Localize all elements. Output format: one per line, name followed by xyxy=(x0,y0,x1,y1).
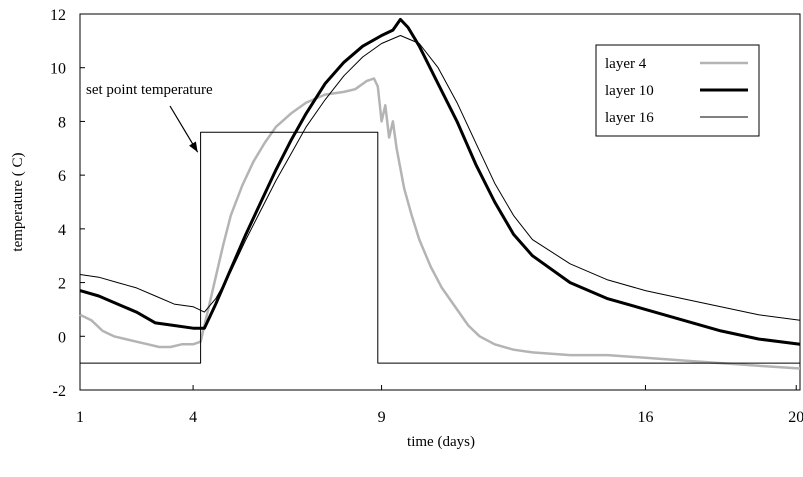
x-tick-label: 1 xyxy=(76,409,84,426)
y-tick-label: 8 xyxy=(58,114,66,131)
x-tick-label: 20 xyxy=(788,409,803,426)
plot-border xyxy=(79,13,801,391)
y-tick-label: 6 xyxy=(58,168,66,185)
x-tick-label: 16 xyxy=(637,409,653,426)
y-tick-label: 2 xyxy=(58,276,66,293)
legend: layer 4 layer 10 layer 16 xyxy=(595,44,760,137)
x-tick-label: 9 xyxy=(378,409,386,426)
y-tick-label: 4 xyxy=(58,222,66,239)
y-tick-label: 10 xyxy=(50,61,66,78)
set-point-annotation: set point temperature xyxy=(86,82,213,153)
series-line-layer-16 xyxy=(79,35,801,321)
legend-label: layer 16 xyxy=(605,110,654,126)
series-line-layer-10 xyxy=(79,17,801,346)
series-lines xyxy=(79,17,801,370)
y-tick-label: 12 xyxy=(50,7,66,24)
series-line-set-point xyxy=(80,131,800,364)
x-axis-label: time (days) xyxy=(407,434,475,450)
legend-label: layer 10 xyxy=(605,83,654,99)
y-tick-label: 0 xyxy=(58,329,66,346)
y-axis-label: temperature ( C) xyxy=(10,152,26,251)
plot-area xyxy=(79,13,801,391)
x-tick-label: 4 xyxy=(189,409,197,426)
annotation-arrowhead xyxy=(189,141,198,153)
annotation-label: set point temperature xyxy=(86,82,213,98)
series-line-layer-4 xyxy=(79,77,801,370)
x-axis-ticks: 1 4 9 16 20 xyxy=(76,385,803,426)
y-axis-ticks: -2 0 2 4 6 8 10 12 xyxy=(50,7,85,400)
legend-label: layer 4 xyxy=(605,56,647,72)
y-tick-label: -2 xyxy=(53,383,66,400)
